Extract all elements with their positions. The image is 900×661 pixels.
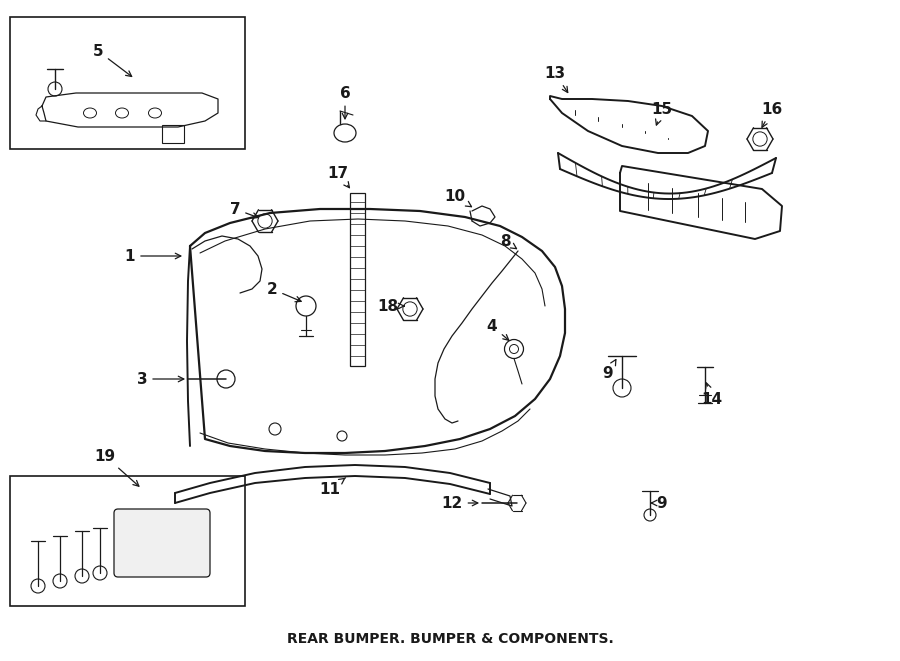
Text: 3: 3 <box>137 371 184 387</box>
Text: 9: 9 <box>651 496 667 510</box>
Text: 4: 4 <box>487 319 508 340</box>
Bar <box>10 476 245 606</box>
Text: 19: 19 <box>94 449 139 486</box>
Text: 1: 1 <box>125 249 181 264</box>
Text: 8: 8 <box>500 233 517 249</box>
Text: 6: 6 <box>339 85 350 119</box>
Text: 14: 14 <box>701 383 723 407</box>
Text: 17: 17 <box>328 165 349 188</box>
Text: 13: 13 <box>544 65 568 93</box>
Text: 12: 12 <box>441 496 478 510</box>
Text: 2: 2 <box>266 282 302 302</box>
FancyBboxPatch shape <box>114 509 210 577</box>
Text: 7: 7 <box>230 202 258 218</box>
Text: 11: 11 <box>320 478 346 496</box>
Text: 18: 18 <box>377 299 404 313</box>
Text: 5: 5 <box>93 44 131 77</box>
Text: 10: 10 <box>445 188 472 207</box>
Text: 9: 9 <box>603 360 616 381</box>
Bar <box>10 17 245 149</box>
Bar <box>350 193 365 366</box>
Text: REAR BUMPER. BUMPER & COMPONENTS.: REAR BUMPER. BUMPER & COMPONENTS. <box>286 632 614 646</box>
Text: 16: 16 <box>761 102 783 128</box>
Text: 15: 15 <box>652 102 672 125</box>
